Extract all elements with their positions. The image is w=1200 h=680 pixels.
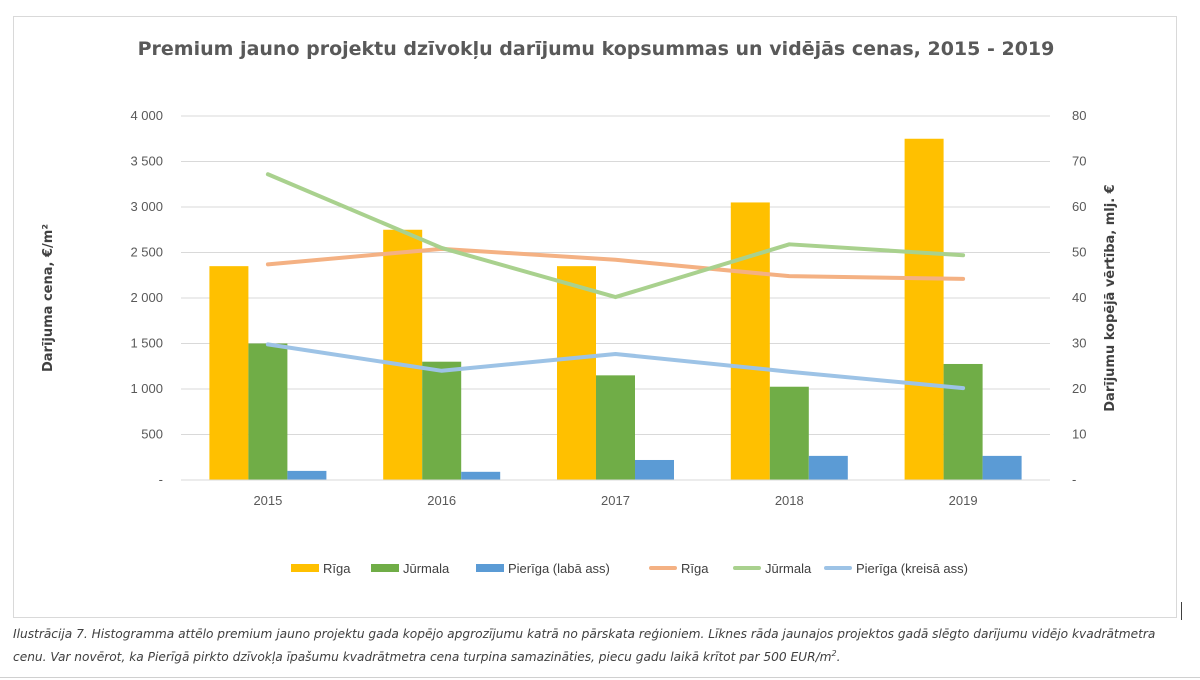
bar-j-rmala-2016	[422, 361, 462, 480]
right-tick-label: 30	[1072, 336, 1086, 351]
bar-pier-ga-lab-ass--2019	[982, 455, 1022, 480]
bar-r-ga-2017	[557, 266, 596, 480]
legend-label: Jūrmala	[403, 561, 450, 576]
x-tick-label: 2016	[427, 493, 456, 508]
left-tick-label: -	[159, 472, 163, 487]
chart-title: Premium jauno projektu dzīvokļu darījumu…	[138, 38, 1055, 60]
chart-frame	[13, 16, 1177, 618]
line-r-ga	[265, 246, 966, 281]
legend-label: Rīga	[323, 561, 351, 576]
bar-pier-ga-lab-ass--2018	[808, 455, 848, 480]
left-tick-label: 1 500	[130, 336, 163, 351]
line-pier-ga-kreis-ass-	[265, 342, 966, 391]
bottom-divider	[0, 677, 1200, 678]
legend-swatch-bar	[371, 564, 399, 572]
left-tick-label: 3 000	[130, 199, 163, 214]
left-tick-label: 2 500	[130, 245, 163, 260]
legend: Rīga Jūrmala Pierīga (labā ass) Rīga Jūrmala…	[291, 561, 968, 576]
x-tick-label: 2015	[253, 493, 282, 508]
bar-r-ga-2016	[383, 229, 423, 480]
left-tick-label: 2 000	[130, 290, 163, 305]
line-series	[265, 172, 966, 391]
right-axis-title: Darījumu kopējā vērtība, mlj. €	[1103, 184, 1118, 411]
legend-label: Pierīga (labā ass)	[508, 561, 610, 576]
left-tick-label: 4 000	[130, 108, 163, 123]
left-tick-label: 3 500	[130, 154, 163, 169]
bar-r-ga-2019	[904, 138, 944, 480]
right-tick-label: 50	[1072, 245, 1086, 260]
x-tick-label: 2017	[601, 493, 630, 508]
right-tick-label: -	[1072, 472, 1076, 487]
x-tick-label: 2018	[775, 493, 804, 508]
right-axis-ticks: - 10 20 30 40 50 60 70 80	[1072, 108, 1086, 487]
right-tick-label: 20	[1072, 381, 1086, 396]
text-cursor	[1181, 602, 1182, 620]
x-tick-label: 2019	[949, 493, 978, 508]
bar-r-ga-2015	[209, 266, 249, 480]
bar-pier-ga-lab-ass--2015	[287, 470, 327, 480]
left-axis-title: Darījuma cena, €/m²	[41, 224, 56, 372]
x-axis-labels: 2015 2016 2017 2018 2019	[253, 493, 977, 508]
bar-series	[209, 138, 1022, 480]
bar-r-ga-2018	[730, 202, 770, 480]
left-tick-label: 500	[141, 427, 163, 442]
bar-pier-ga-lab-ass--2016	[461, 471, 501, 480]
right-tick-label: 70	[1072, 154, 1086, 169]
left-axis-ticks: - 500 1 000 1 500 2 000 2 500 3 000 3 500 4 000	[130, 108, 163, 487]
legend-swatch-bar	[476, 564, 504, 572]
caption-text: Ilustrācija 7. Histogramma attēlo premiu…	[13, 627, 1156, 665]
bar-j-rmala-2019	[943, 363, 983, 480]
left-tick-label: 1 000	[130, 381, 163, 396]
caption-suffix: .	[836, 650, 841, 665]
caption-superscript: 2	[831, 649, 837, 658]
legend-label: Pierīga (kreisā ass)	[856, 561, 968, 576]
right-tick-label: 80	[1072, 108, 1086, 123]
bar-j-rmala-2017	[596, 375, 635, 480]
figure-caption: Ilustrācija 7. Histogramma attēlo premiu…	[13, 624, 1188, 667]
chart: Premium jauno projektu dzīvokļu darījumu…	[41, 38, 1118, 576]
line-j-rmala	[265, 172, 966, 300]
right-tick-label: 40	[1072, 290, 1086, 305]
bar-j-rmala-2015	[248, 343, 288, 480]
legend-swatch-bar	[291, 564, 319, 572]
legend-label: Rīga	[681, 561, 709, 576]
right-tick-label: 10	[1072, 427, 1086, 442]
bar-pier-ga-lab-ass--2017	[635, 459, 674, 480]
bar-j-rmala-2018	[769, 386, 809, 480]
right-tick-label: 60	[1072, 199, 1086, 214]
legend-label: Jūrmala	[765, 561, 812, 576]
